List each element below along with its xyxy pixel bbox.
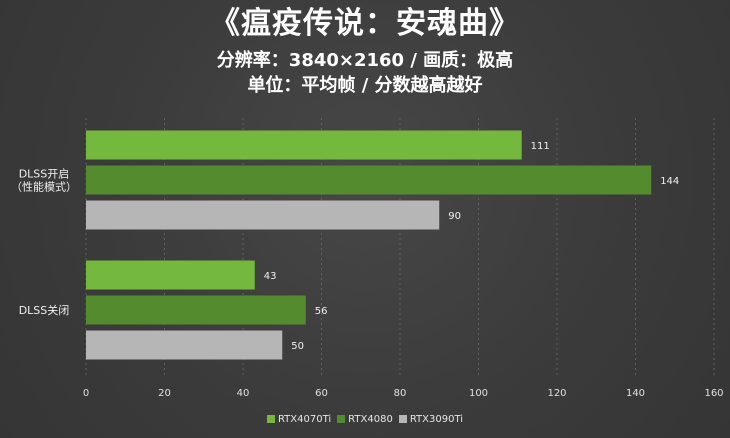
chart-subtitle-unit: 单位：平均帧 / 分数越高越好 xyxy=(247,75,483,96)
legend-swatch xyxy=(337,415,346,423)
bar-rtx3090ti xyxy=(86,330,283,360)
category-label: （性能模式） xyxy=(11,180,77,194)
category-label: DLSS开启 xyxy=(19,168,70,181)
legend-swatch xyxy=(266,415,275,423)
data-label: 144 xyxy=(660,176,679,187)
legend-label: RTX4070Ti xyxy=(277,414,332,425)
bar-rtx4080 xyxy=(86,295,306,325)
x-tick-label: 120 xyxy=(547,388,566,399)
bar-rtx4070ti xyxy=(86,260,255,290)
data-label: 43 xyxy=(264,271,277,282)
x-tick-label: 40 xyxy=(237,388,250,399)
chart-legend: RTX4070Ti RTX4080 RTX3090Ti xyxy=(0,413,730,427)
legend-item: RTX4080 xyxy=(337,413,393,427)
category-label: DLSS关闭 xyxy=(19,303,70,317)
legend-item: RTX4070Ti xyxy=(266,413,332,427)
legend-label: RTX3090Ti xyxy=(409,414,464,425)
x-tick-label: 160 xyxy=(704,388,723,399)
legend-swatch xyxy=(398,415,407,423)
x-tick-label: 20 xyxy=(158,388,171,399)
x-tick-label: 80 xyxy=(394,388,407,399)
bar-rtx4080 xyxy=(86,165,652,195)
x-tick-label: 60 xyxy=(315,388,328,399)
data-label: 56 xyxy=(315,306,328,317)
data-label: 90 xyxy=(448,211,461,222)
chart-title: 《瘟疫传说：安魂曲》 xyxy=(210,6,520,41)
x-tick-label: 100 xyxy=(469,388,488,399)
legend-item: RTX3090Ti xyxy=(398,413,464,427)
data-label: 111 xyxy=(531,141,550,152)
x-tick-label: 0 xyxy=(83,388,89,399)
bar-rtx3090ti xyxy=(86,200,440,230)
chart-subtitle-resolution: 分辨率：3840×2160 / 画质：极高 xyxy=(216,50,514,71)
bar-rtx4070ti xyxy=(86,130,522,160)
legend-label: RTX4080 xyxy=(348,414,393,425)
data-label: 50 xyxy=(291,341,304,352)
x-tick-label: 140 xyxy=(626,388,645,399)
